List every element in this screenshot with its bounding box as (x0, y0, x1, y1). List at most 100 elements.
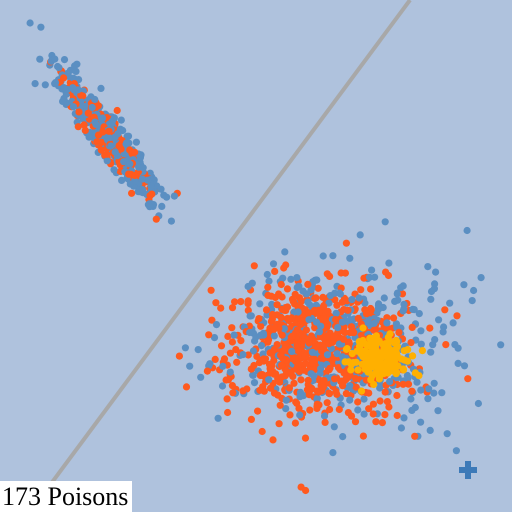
orange-point (330, 333, 338, 342)
blue-point (336, 289, 344, 297)
orange-point (212, 299, 220, 307)
orange-point (278, 305, 286, 313)
blue-point (265, 376, 273, 384)
orange-point (326, 364, 334, 372)
blue-point (294, 308, 302, 316)
orange-point (265, 360, 274, 368)
blue-point (319, 252, 327, 260)
blue-point (408, 406, 416, 414)
blue-point (400, 300, 408, 308)
blue-point (313, 276, 321, 284)
blue-point (26, 19, 34, 27)
blue-point (212, 321, 221, 329)
blue-point (417, 327, 425, 335)
orange-point (291, 290, 299, 298)
blue-point (69, 84, 77, 92)
orange-point (277, 351, 285, 359)
blue-point (425, 385, 433, 393)
blue-point (348, 295, 356, 304)
poison-point (381, 360, 389, 368)
blue-point (310, 372, 318, 380)
orange-point (319, 293, 327, 301)
orange-point (354, 398, 362, 406)
blue-point (320, 412, 329, 420)
orange-point (390, 314, 398, 322)
orange-point (131, 171, 139, 179)
orange-point (291, 419, 299, 427)
orange-point (441, 306, 449, 314)
orange-point (352, 383, 360, 391)
blue-point (41, 81, 49, 89)
orange-point (228, 304, 237, 312)
orange-point (228, 324, 236, 332)
orange-point (453, 312, 461, 320)
blue-point (118, 176, 126, 184)
orange-point (262, 306, 271, 314)
orange-point (370, 326, 378, 334)
orange-point (269, 436, 277, 444)
orange-point (398, 290, 407, 298)
orange-point (282, 261, 290, 269)
orange-point (208, 316, 216, 324)
poison-point (391, 339, 399, 347)
poison-point (375, 375, 383, 383)
orange-point (301, 352, 309, 361)
blue-point (132, 138, 140, 146)
blue-point (385, 259, 393, 267)
blue-point (51, 80, 59, 88)
orange-point (408, 323, 416, 331)
blue-point (430, 379, 438, 387)
orange-point (264, 283, 272, 291)
orange-point (203, 367, 211, 375)
blue-point (397, 284, 405, 292)
orange-point (369, 400, 377, 408)
blue-point (59, 97, 67, 105)
orange-point (128, 189, 136, 197)
orange-point (291, 354, 299, 362)
orange-point (146, 192, 154, 200)
blue-point (103, 157, 111, 165)
blue-point (415, 310, 423, 318)
blue-point (269, 260, 278, 268)
poison-point (380, 370, 388, 378)
orange-point (271, 267, 279, 275)
orange-point (182, 383, 191, 391)
blue-point (158, 202, 166, 210)
orange-point (231, 298, 239, 306)
orange-point (224, 332, 232, 340)
orange-point (276, 401, 284, 409)
blue-point (451, 341, 459, 349)
orange-point (323, 332, 331, 340)
blue-point (434, 407, 442, 415)
orange-point (342, 375, 350, 383)
blue-point (249, 371, 257, 379)
blue-point (497, 341, 505, 349)
blue-point (157, 185, 165, 193)
orange-point (352, 375, 360, 383)
poison-point (349, 359, 357, 367)
blue-point (97, 84, 105, 92)
orange-point (378, 419, 386, 427)
orange-point (307, 356, 316, 364)
orange-point (97, 146, 105, 154)
orange-point (347, 323, 355, 331)
poison-point (370, 380, 378, 389)
orange-point (338, 298, 346, 306)
orange-point (395, 328, 403, 336)
blue-point (288, 347, 296, 355)
orange-point (60, 74, 68, 82)
blue-point (330, 423, 338, 431)
poison-point (370, 346, 378, 354)
orange-point (244, 351, 252, 359)
poison-point (359, 324, 367, 332)
blue-point (417, 386, 425, 394)
blue-point (244, 282, 252, 291)
blue-point (376, 384, 384, 392)
orange-point (288, 332, 296, 340)
blue-point (60, 56, 69, 64)
blue-point (383, 319, 391, 327)
blue-point (181, 344, 189, 352)
orange-point (354, 314, 362, 322)
blue-point (247, 312, 255, 320)
orange-point (244, 306, 252, 314)
